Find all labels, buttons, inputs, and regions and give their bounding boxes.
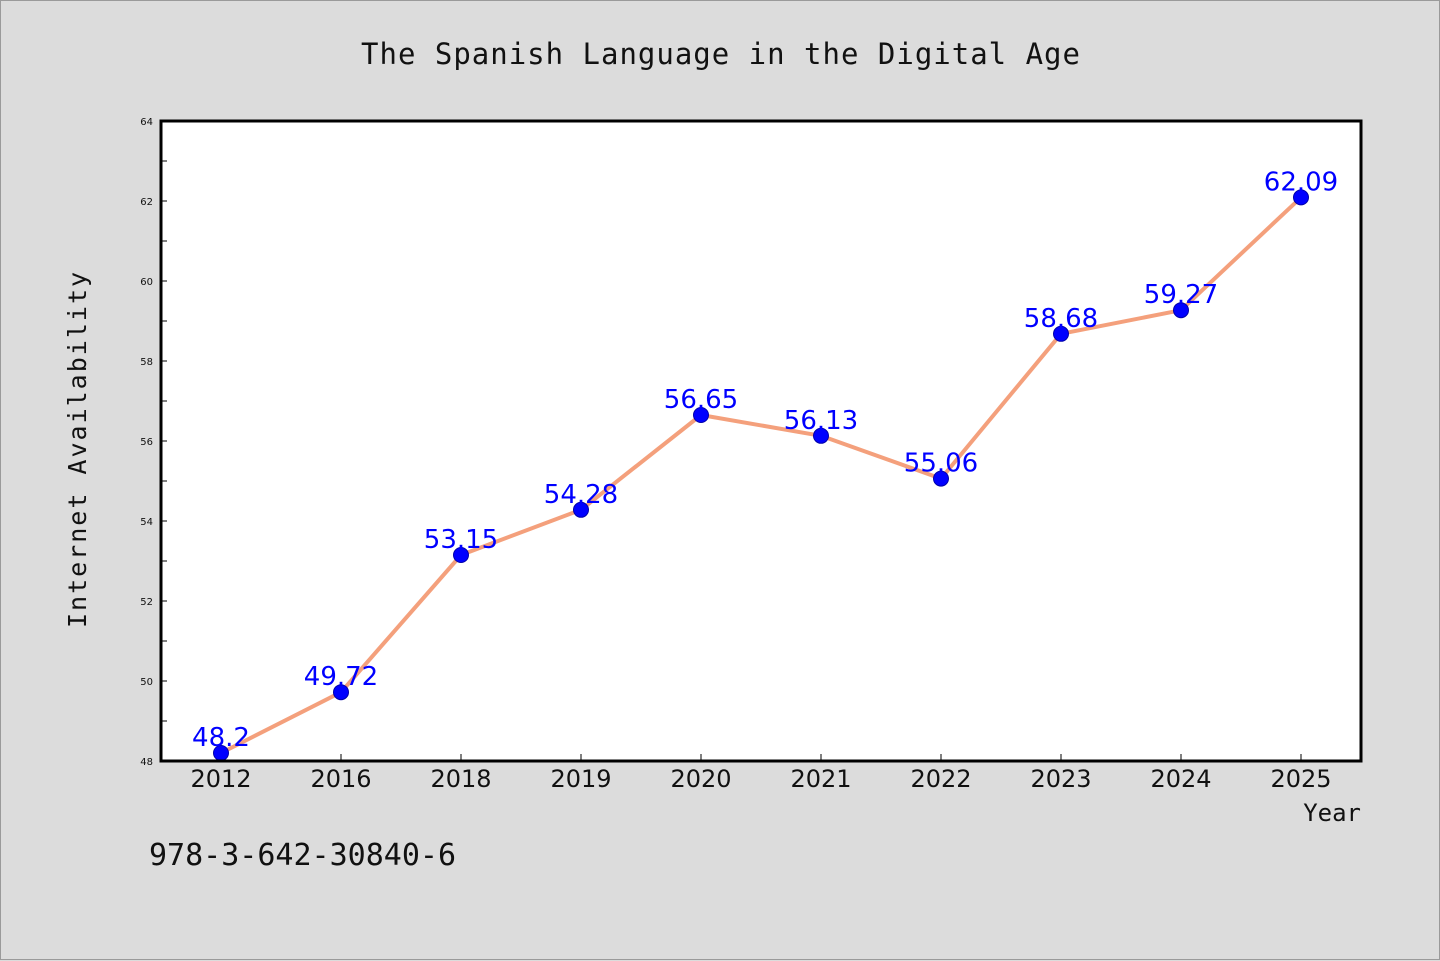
x-tick-label: 2018 bbox=[430, 765, 491, 793]
x-axis-label: Year bbox=[1303, 799, 1361, 827]
y-tick-label: 62 bbox=[140, 197, 153, 208]
x-tick-label: 2023 bbox=[1030, 765, 1091, 793]
y-tick-label: 52 bbox=[140, 597, 153, 608]
x-tick-label: 2012 bbox=[190, 765, 251, 793]
y-tick-label: 50 bbox=[140, 677, 153, 688]
plot-frame bbox=[159, 119, 1363, 763]
data-label: 54.28 bbox=[544, 480, 618, 510]
data-point bbox=[1173, 302, 1189, 319]
data-point bbox=[933, 470, 949, 487]
data-label: 56.13 bbox=[784, 406, 858, 436]
x-axis: 2012 2016 2018 2019 2020 2021 2022 2023 2024 2025 bbox=[190, 754, 1332, 793]
y-tick-label: 64 bbox=[140, 117, 153, 128]
data-label: 53.15 bbox=[424, 525, 498, 555]
y-tick-label: 54 bbox=[140, 517, 153, 528]
data-point bbox=[813, 427, 829, 444]
chart-title: The Spanish Language in the Digital Age bbox=[361, 37, 1081, 71]
x-tick-label: 2025 bbox=[1270, 765, 1331, 793]
x-tick-label: 2019 bbox=[550, 765, 611, 793]
data-label: 58.68 bbox=[1024, 304, 1098, 334]
data-point bbox=[1293, 189, 1309, 206]
plot-area bbox=[161, 121, 1361, 761]
series-line bbox=[220, 195, 1303, 755]
x-tick-label: 2016 bbox=[310, 765, 371, 793]
y-axis-label: Internet Availability bbox=[63, 270, 92, 628]
x-tick-label: 2021 bbox=[790, 765, 851, 793]
isbn-text: 978-3-642-30840-6 bbox=[149, 838, 456, 873]
data-label: 56.65 bbox=[664, 385, 738, 415]
data-label: 48.2 bbox=[192, 723, 250, 753]
y-tick-label: 60 bbox=[140, 277, 153, 288]
data-label: 49.72 bbox=[304, 662, 378, 692]
y-tick-label: 48 bbox=[140, 757, 153, 768]
x-tick-label: 2020 bbox=[670, 765, 731, 793]
data-point bbox=[573, 501, 589, 518]
data-point bbox=[333, 684, 349, 701]
data-label: 55.06 bbox=[904, 449, 978, 479]
y-tick-label: 56 bbox=[140, 437, 153, 448]
series-group: 48.2 49.72 53.15 54.28 56.65 56.13 55.06 58.68 5… bbox=[192, 167, 1338, 761]
x-tick-label: 2024 bbox=[1150, 765, 1211, 793]
y-tick-label: 58 bbox=[140, 357, 153, 368]
x-tick-label: 2022 bbox=[910, 765, 971, 793]
data-point bbox=[453, 547, 469, 563]
data-label: 59.27 bbox=[1144, 280, 1218, 310]
data-label: 62.09 bbox=[1264, 167, 1338, 197]
data-point bbox=[693, 407, 709, 423]
data-point bbox=[1053, 325, 1069, 342]
